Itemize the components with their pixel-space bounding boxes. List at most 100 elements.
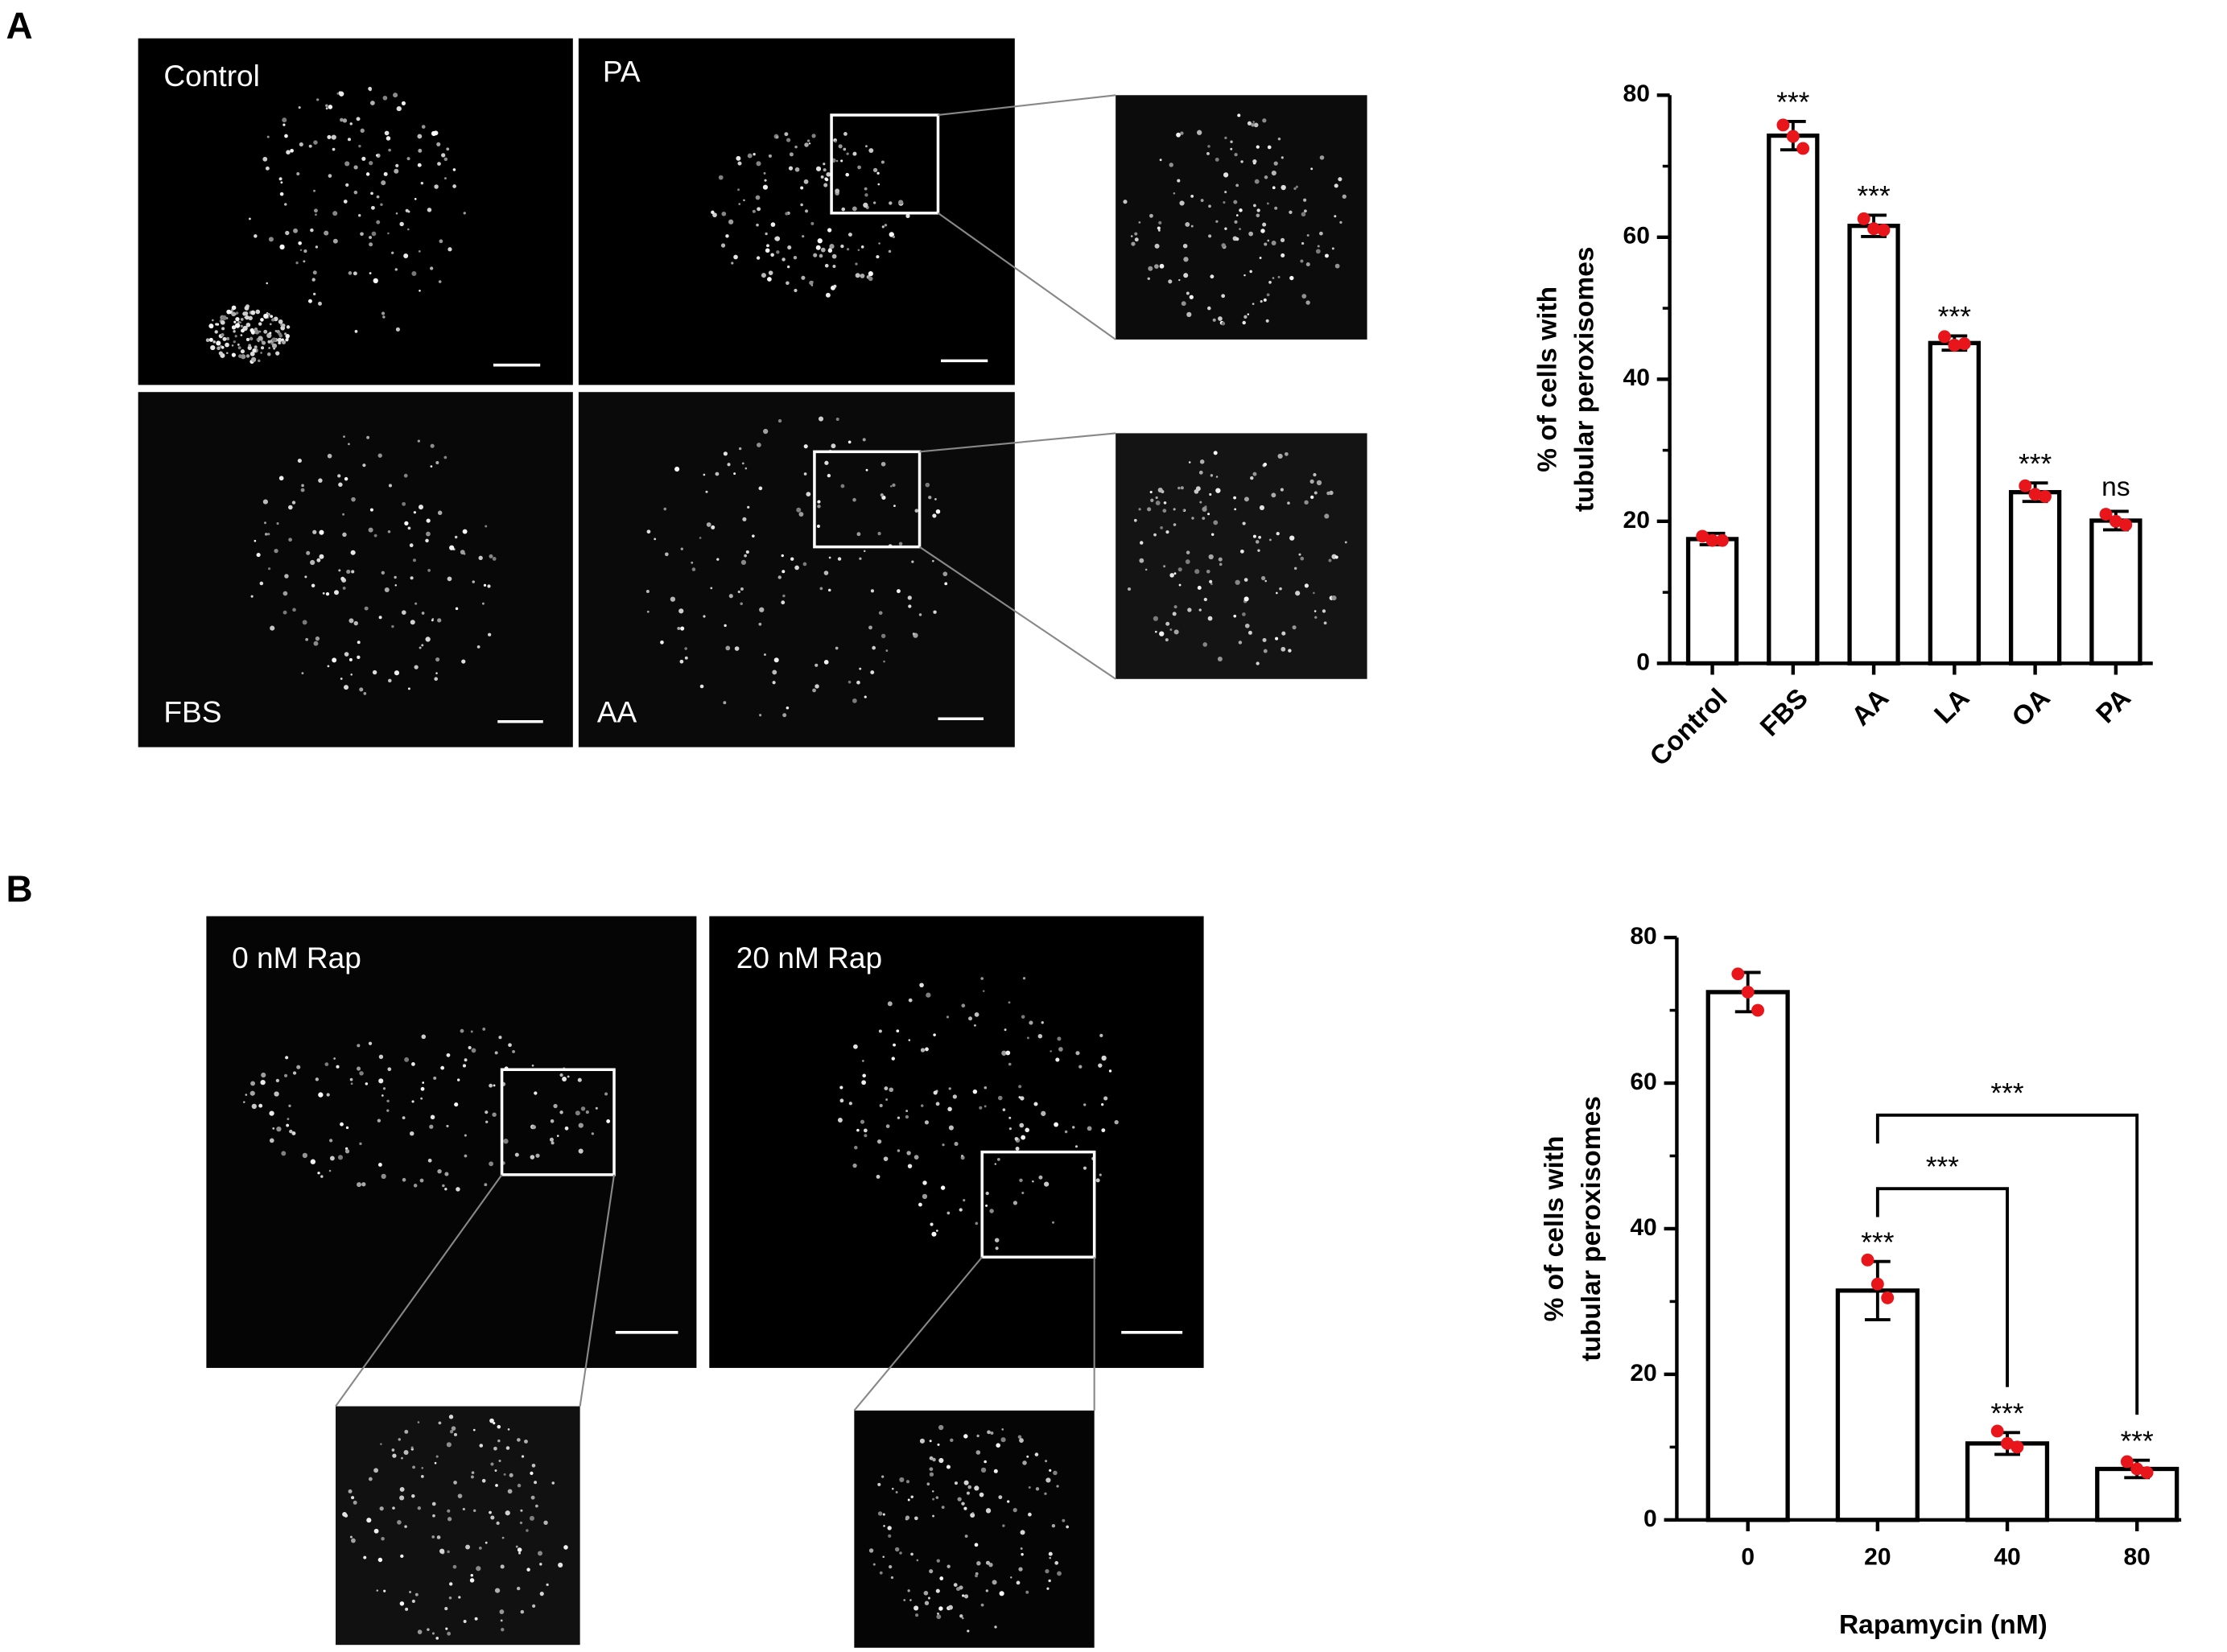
speckle <box>496 1521 500 1526</box>
speckle <box>1252 472 1257 476</box>
speckle <box>1203 597 1207 602</box>
speckle <box>358 214 361 217</box>
speckle <box>907 1164 913 1168</box>
speckle <box>1019 1178 1023 1183</box>
speckle <box>794 288 798 293</box>
speckle <box>1317 245 1320 248</box>
speckle <box>308 144 312 148</box>
speckle <box>857 165 861 170</box>
speckle <box>810 221 815 225</box>
speckle <box>280 181 283 184</box>
speckle <box>447 247 452 252</box>
speckle <box>919 983 924 988</box>
speckle <box>1256 208 1260 212</box>
speckle <box>447 1517 452 1522</box>
y-tick-label: 80 <box>1623 80 1650 107</box>
speckle <box>864 145 868 148</box>
speckle <box>793 255 798 260</box>
speckle <box>1263 298 1267 302</box>
speckle <box>1044 1492 1047 1495</box>
data-point <box>2019 479 2032 492</box>
speckle <box>342 532 347 538</box>
speckle <box>327 453 332 459</box>
speckle <box>815 245 821 250</box>
speckle <box>558 1562 563 1568</box>
speckle <box>494 1588 501 1593</box>
speckle <box>907 595 912 600</box>
speckle <box>1295 185 1298 188</box>
speckle <box>418 148 423 153</box>
speckle <box>382 315 386 319</box>
speckle <box>1189 295 1194 299</box>
speckle <box>409 1591 412 1593</box>
speckle <box>759 714 762 717</box>
speckle <box>354 330 358 333</box>
speckle <box>369 508 373 512</box>
speckle <box>1244 623 1250 628</box>
speckle <box>231 325 237 330</box>
speckle <box>1045 1460 1048 1463</box>
speckle <box>868 271 873 277</box>
speckle <box>440 1065 445 1070</box>
speckle <box>1025 1590 1029 1594</box>
speckle <box>481 1478 486 1483</box>
speckle <box>489 1161 494 1167</box>
speckle <box>1223 172 1229 178</box>
data-point <box>2001 1436 2014 1450</box>
speckle <box>353 620 358 626</box>
speckle <box>490 1462 494 1466</box>
speckle <box>279 244 285 249</box>
speckle <box>410 576 414 580</box>
speckle <box>908 604 912 608</box>
speckle <box>373 1528 379 1534</box>
speckle <box>377 1118 381 1123</box>
speckle <box>863 550 866 553</box>
speckle <box>819 587 823 591</box>
speckle <box>727 463 731 467</box>
speckle <box>985 1508 992 1514</box>
speckle <box>703 473 706 476</box>
speckle <box>1101 1103 1104 1106</box>
speckle <box>382 1087 386 1090</box>
speckle <box>371 231 377 237</box>
data-point <box>1861 1253 1874 1267</box>
speckle <box>1178 583 1182 587</box>
speckle <box>404 521 409 526</box>
speckle <box>1200 199 1204 202</box>
speckle <box>469 1578 475 1583</box>
speckle <box>918 1202 922 1207</box>
y-axis-label: tubular peroxisomes <box>1569 246 1599 512</box>
speckle <box>1029 1020 1033 1025</box>
speckle <box>420 1086 425 1091</box>
speckle <box>761 273 766 278</box>
zoom-boxes <box>500 113 1096 1259</box>
speckle <box>946 1016 950 1019</box>
speckle <box>974 1543 979 1547</box>
speckle <box>285 333 290 339</box>
speckle <box>1314 616 1318 619</box>
speckle <box>905 1110 909 1113</box>
speckle <box>1207 616 1213 621</box>
speckle <box>471 1471 475 1474</box>
speckle <box>877 1511 883 1516</box>
speckle <box>262 499 268 505</box>
speckle <box>282 610 287 615</box>
inset <box>1116 95 1367 340</box>
speckle <box>1258 535 1262 539</box>
speckle <box>263 313 269 319</box>
y-axis-label: % of cells with <box>1540 1135 1569 1321</box>
speckle <box>514 1152 519 1157</box>
speckle <box>1315 249 1321 254</box>
speckle <box>399 1487 405 1492</box>
speckle <box>348 271 353 275</box>
speckle <box>712 212 717 218</box>
speckle <box>1155 496 1158 500</box>
speckle <box>231 305 237 311</box>
speckle <box>392 1506 395 1510</box>
speckle <box>269 323 272 326</box>
speckle <box>786 281 790 286</box>
speckle <box>770 253 774 257</box>
speckle <box>910 1495 913 1498</box>
speckle <box>932 559 934 562</box>
speckle <box>239 321 242 323</box>
